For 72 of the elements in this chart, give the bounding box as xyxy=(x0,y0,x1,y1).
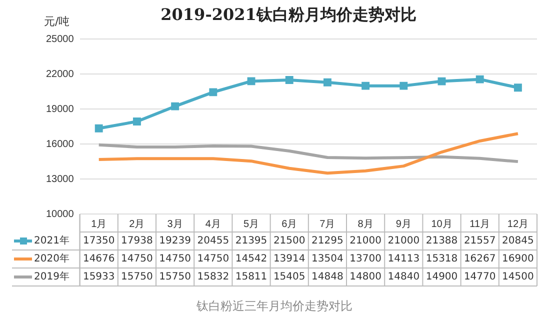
x-tick-label: 8月 xyxy=(358,218,374,230)
point xyxy=(400,82,408,90)
data-label: 21000 xyxy=(350,236,382,247)
x-tick-label: 10月 xyxy=(431,218,452,230)
data-label: 14770 xyxy=(464,272,496,283)
data-label: 21395 xyxy=(235,236,268,247)
data-label: 13914 xyxy=(273,254,306,265)
legend-label: 2021年 xyxy=(34,234,70,247)
y-tick-label: 10000 xyxy=(46,208,74,220)
data-label: 21295 xyxy=(312,236,344,247)
legend-label: 2020年 xyxy=(34,252,70,265)
data-label: 14113 xyxy=(388,254,420,265)
data-label: 14500 xyxy=(502,272,534,283)
point xyxy=(171,102,180,110)
data-label: 14900 xyxy=(426,272,458,283)
text: 钛白粉近三年月均价走势对比 xyxy=(196,298,354,315)
data-label: 14750 xyxy=(121,254,153,265)
x-tick-label: 6月 xyxy=(282,218,298,230)
data-label: 15832 xyxy=(197,272,230,283)
point xyxy=(132,118,141,126)
data-label: 15750 xyxy=(121,272,153,283)
data-label: 17938 xyxy=(121,236,153,247)
y-tick-label: 13000 xyxy=(46,174,74,185)
x-tick-label: 11月 xyxy=(470,218,490,230)
data-label: 21388 xyxy=(426,236,458,247)
point xyxy=(476,75,484,84)
x-tick-label: 3月 xyxy=(167,218,183,230)
data-label: 14750 xyxy=(159,254,191,265)
data-label: 14800 xyxy=(350,272,382,283)
x-tick-label: 4月 xyxy=(205,218,221,230)
y-tick-label: 25000 xyxy=(46,34,74,45)
point xyxy=(362,82,370,90)
data-label: 14848 xyxy=(312,272,344,283)
data-label: 17350 xyxy=(82,236,115,247)
x-tick-label: 12月 xyxy=(507,218,529,230)
y-tick-label: 16000 xyxy=(46,138,74,150)
data-label: 13504 xyxy=(312,254,344,265)
data-label: 14750 xyxy=(197,254,230,265)
data-label: 21000 xyxy=(388,236,420,247)
data-label: 14840 xyxy=(388,272,420,283)
x-tick-label: 5月 xyxy=(243,218,260,230)
point xyxy=(209,88,218,96)
x-tick-label: 7月 xyxy=(320,218,336,230)
point xyxy=(514,84,522,92)
data-label: 20845 xyxy=(502,236,534,247)
data-label: 16900 xyxy=(502,254,534,265)
x-tick-label: 1月 xyxy=(91,218,107,230)
point xyxy=(247,77,256,86)
y-tick-label: 22000 xyxy=(46,68,74,80)
data-label: 21500 xyxy=(273,236,306,247)
data-label: 13700 xyxy=(350,254,382,265)
data-label: 14542 xyxy=(235,254,268,265)
data-label: 15750 xyxy=(159,272,191,283)
point xyxy=(285,76,294,84)
data-label: 15811 xyxy=(235,272,268,283)
legend-label: 2019年 xyxy=(34,270,70,283)
data-label: 15318 xyxy=(426,254,458,265)
data-label: 19239 xyxy=(159,236,191,247)
data-label: 21557 xyxy=(464,236,496,247)
data-label: 20455 xyxy=(197,236,230,247)
point xyxy=(438,77,446,86)
data-label: 14676 xyxy=(82,254,115,265)
y-tick-label: 19000 xyxy=(46,104,74,115)
chart-title: 2019-2021钛白粉月均价走势对比 xyxy=(160,4,416,24)
x-tick-label: 2月 xyxy=(129,218,145,230)
data-label: 16267 xyxy=(464,254,496,265)
data-label: 15933 xyxy=(82,272,115,283)
point xyxy=(94,124,103,132)
data-label: 15405 xyxy=(273,272,306,283)
y-axis-title: 元/吨 xyxy=(44,14,70,29)
x-tick-label: 9月 xyxy=(396,218,412,230)
point xyxy=(323,78,332,86)
